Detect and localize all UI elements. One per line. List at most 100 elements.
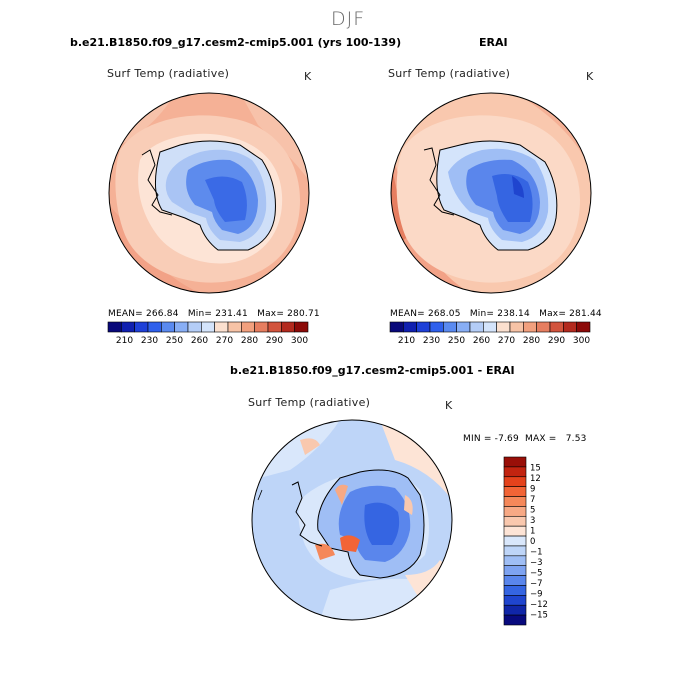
colorbar-swatch	[536, 321, 551, 333]
diff-min-value: -7.69	[494, 434, 519, 444]
colorbar-tick-label: −5	[530, 569, 543, 579]
colorbar-tick-label: 290	[266, 336, 283, 346]
colorbar-swatch	[563, 321, 577, 333]
peninsula-coast	[423, 147, 455, 216]
colorbar-swatch	[503, 476, 527, 487]
colorbar-tick-label: −15	[530, 611, 548, 621]
panel-2-min-label: Min=	[469, 309, 495, 319]
colorbar-swatch	[107, 321, 122, 333]
colorbar-tick-label: 3	[530, 516, 535, 526]
colorbar-tick-label: 230	[141, 336, 158, 346]
panel-2-stats: MEAN= 268.05 Min= 238.14 Max= 281.44	[390, 309, 602, 319]
colorbar-tick-label: 1	[530, 527, 535, 537]
colorbar-swatch	[389, 321, 404, 333]
colorbar-swatch	[503, 496, 527, 507]
map-band	[512, 176, 524, 198]
map-band	[315, 543, 335, 560]
panel-1-stats: MEAN= 266.84 Min= 231.41 Max= 280.71	[108, 309, 320, 319]
panel-2-map	[390, 92, 592, 294]
panel-2-max-label: Max=	[539, 309, 567, 319]
panel-1-min-label: Min=	[187, 309, 213, 319]
panel-1-max-value: 280.71	[287, 309, 320, 319]
colorbar-swatch	[443, 321, 457, 333]
colorbar-swatch	[549, 321, 564, 333]
colorbar-swatch	[281, 321, 295, 333]
colorbar-tick-label: 270	[216, 336, 233, 346]
colorbar-swatch	[147, 321, 162, 333]
peninsula-coast	[291, 481, 323, 547]
colorbar-swatch	[503, 614, 527, 626]
diff-panel-title: b.e21.B1850.f09_g17.cesm2-cmip5.001 - ER…	[230, 364, 515, 377]
panel-1-mean-label: MEAN=	[108, 309, 143, 319]
colorbar-tick-label: −3	[530, 558, 543, 568]
panel-2-min-value: 238.14	[497, 309, 530, 319]
map-band	[340, 535, 360, 552]
colorbar-swatch	[456, 321, 471, 333]
colorbar-swatch	[503, 545, 527, 557]
map-boundary	[251, 419, 453, 621]
colorbar-swatch	[523, 321, 537, 333]
colorbar-swatch	[503, 456, 527, 468]
diff-panel-units-label: K	[445, 399, 453, 412]
colorbar-swatch	[403, 321, 417, 333]
colorbar-swatch	[503, 595, 527, 606]
colorbar-tick-label: 290	[548, 336, 565, 346]
colorbar-tick-label: −1	[530, 548, 543, 558]
colorbar-swatch	[161, 321, 175, 333]
colorbar-tick-label: 260	[191, 336, 208, 346]
colorbar-swatch	[576, 321, 591, 333]
colorbar-tick-label: 210	[398, 336, 415, 346]
colorbar-swatch	[503, 585, 527, 596]
colorbar-swatch	[496, 321, 511, 333]
panel-1-max-label: Max=	[257, 309, 285, 319]
colorbar-swatch	[187, 321, 202, 333]
colorbar-swatch	[214, 321, 229, 333]
panel-1-colorbar: 210 230 250 260 270 280 290 300	[107, 321, 308, 346]
colorbar-tick-label: 15	[530, 464, 541, 474]
colorbar-swatch	[469, 321, 484, 333]
colorbar-swatch	[503, 506, 527, 517]
colorbar-swatch	[416, 321, 431, 333]
panel-1-mean-value: 266.84	[145, 309, 179, 319]
colorbar-swatch	[503, 604, 527, 616]
diff-panel-map	[251, 419, 453, 621]
colorbar-swatch	[121, 321, 135, 333]
map-boundary	[108, 92, 310, 294]
colorbar-tick-label: 250	[448, 336, 465, 346]
colorbar-swatch	[503, 525, 527, 537]
panel-2-mean-value: 268.05	[427, 309, 461, 319]
colorbar-tick-label: 230	[423, 336, 440, 346]
map-boundary	[390, 92, 592, 294]
colorbar-tick-label: −9	[530, 590, 543, 600]
colorbar-swatch	[503, 555, 527, 567]
panel-2-mean-label: MEAN=	[390, 309, 425, 319]
peninsula-coast	[141, 149, 173, 216]
colorbar-swatch	[267, 321, 282, 333]
colorbar-tick-label: 280	[241, 336, 258, 346]
colorbar-swatch	[503, 515, 527, 527]
diff-max-label: MAX =	[525, 434, 557, 444]
diff-panel-stats: MIN = -7.69 MAX = 7.53	[463, 434, 587, 444]
panel-2-max-value: 281.44	[569, 309, 602, 319]
panel-1-variable-label: Surf Temp (radiative)	[107, 67, 230, 80]
panel-1-min-value: 231.41	[215, 309, 248, 319]
colorbar-swatch	[241, 321, 255, 333]
colorbar-tick-label: −12	[530, 600, 548, 610]
panel-1-units-label: K	[304, 70, 312, 83]
panel-2-units-label: K	[586, 70, 594, 83]
colorbar-tick-label: 250	[166, 336, 183, 346]
panel-2-title: ERAI	[479, 36, 508, 49]
colorbar-tick-label: 300	[573, 336, 590, 346]
colorbar-tick-label: 5	[530, 506, 535, 516]
colorbar-swatch	[201, 321, 215, 333]
colorbar-swatch	[503, 466, 527, 478]
colorbar-tick-label: 300	[291, 336, 308, 346]
colorbar-swatch	[483, 321, 497, 333]
map-band	[364, 502, 400, 545]
colorbar-tick-label: 0	[530, 537, 535, 547]
colorbar-tick-label: −7	[530, 579, 543, 589]
map-band	[404, 495, 413, 515]
colorbar-swatch	[503, 575, 527, 586]
colorbar-tick-label: 260	[473, 336, 490, 346]
